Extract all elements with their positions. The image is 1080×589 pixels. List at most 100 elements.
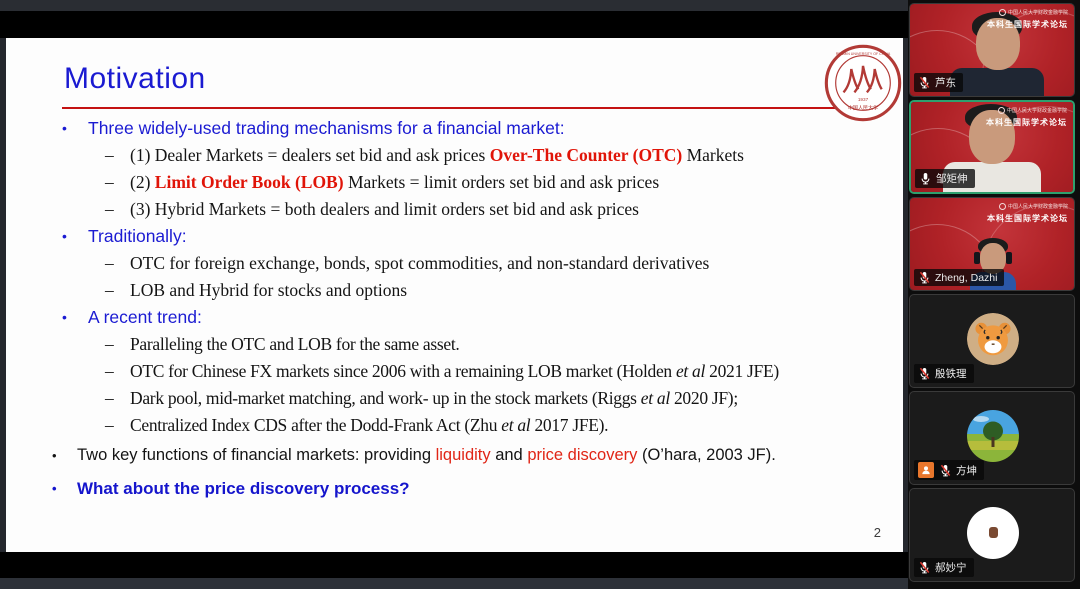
bullet-segment: 2020 JF); bbox=[669, 388, 738, 408]
ruc-mini-logo-icon bbox=[998, 9, 1006, 16]
bullet-line: – (3) Hybrid Markets = both dealers and l… bbox=[6, 196, 903, 223]
participant-tile[interactable]: 中国人民大学财政金融学院本科生国际学术论坛 Zheng, Dazhi bbox=[909, 197, 1075, 291]
participant-tile[interactable]: 中国人民大学财政金融学院 本科生国际学术论坛芦东 bbox=[909, 3, 1075, 97]
participant-name-bar: 方坤 bbox=[914, 460, 984, 480]
mic-muted-icon bbox=[919, 76, 930, 89]
bullet-marker: – bbox=[105, 415, 114, 435]
presentation-slide: Motivation 1937 中国人民大学 RENMIN UNIVERSITY… bbox=[6, 38, 903, 552]
bullet-marker: • bbox=[62, 309, 67, 325]
forum-org-text: 中国人民大学财政金融学院 bbox=[1007, 204, 1068, 210]
bullet-segment: et al bbox=[675, 361, 706, 381]
landscape-avatar-image bbox=[967, 410, 1019, 462]
ruc-mini-logo-icon bbox=[997, 107, 1005, 114]
bullet-segment: 2021 JFE) bbox=[705, 361, 779, 381]
participant-video-figure bbox=[910, 4, 1074, 96]
bullet-segment: Markets bbox=[682, 145, 744, 165]
participant-name: 方坤 bbox=[956, 464, 977, 477]
bullet-segment: and bbox=[490, 446, 528, 464]
bullet-segment: What about the price discovery process? bbox=[77, 479, 410, 498]
bullet-line: – LOB and Hybrid for stocks and options bbox=[6, 277, 903, 304]
letterbox-bottom bbox=[0, 552, 908, 578]
bullet-text: (2) Limit Order Book (LOB) Markets = lim… bbox=[130, 169, 659, 196]
bullet-text: What about the price discovery process? bbox=[77, 475, 410, 502]
forum-org-line: 中国人民大学财政金融学院 bbox=[987, 203, 1068, 210]
forum-title-text: 本科生国际学术论坛 bbox=[987, 20, 1068, 29]
bullet-segment: Dark pool, mid-market matching, and work… bbox=[130, 388, 641, 408]
forum-org-line: 中国人民大学财政金融学院 bbox=[986, 107, 1067, 114]
participant-name: 邹矩伸 bbox=[936, 173, 968, 185]
bottom-strip bbox=[0, 578, 908, 589]
participant-name-bar: Zheng, Dazhi bbox=[914, 269, 1005, 286]
slide-bullets: • Three widely-used trading mechanisms fo… bbox=[6, 115, 903, 502]
bullet-line: – (2) Limit Order Book (LOB) Markets = li… bbox=[6, 169, 903, 196]
bullet-segment: Over-The Counter (OTC) bbox=[489, 145, 683, 165]
bullet-text: OTC for Chinese FX markets since 2006 wi… bbox=[130, 358, 779, 385]
participant-name: Zheng, Dazhi bbox=[935, 271, 998, 284]
bullet-segment: OTC for Chinese FX markets since 2006 wi… bbox=[130, 361, 676, 381]
title-underline bbox=[62, 107, 886, 109]
bullet-segment: price discovery bbox=[527, 446, 638, 464]
slide-page-number: 2 bbox=[873, 525, 881, 540]
bullet-text: (1) Dealer Markets = dealers set bid and… bbox=[130, 142, 744, 169]
forum-title-text: 本科生国际学术论坛 bbox=[986, 118, 1067, 127]
mic-muted-icon bbox=[919, 271, 930, 284]
bullet-text: LOB and Hybrid for stocks and options bbox=[130, 277, 407, 304]
participant-avatar bbox=[967, 410, 1019, 462]
bullet-segment: Traditionally: bbox=[88, 226, 187, 246]
bullet-text: A recent trend: bbox=[88, 304, 202, 331]
bullet-marker: – bbox=[105, 253, 114, 273]
participant-name-bar: 殷铁理 bbox=[914, 364, 974, 383]
bullet-line: – Centralized Index CDS after the Dodd-Fr… bbox=[6, 412, 903, 439]
forum-org-text: 中国人民大学财政金融学院 bbox=[1006, 108, 1067, 114]
bullet-marker: – bbox=[105, 334, 114, 354]
person-icon bbox=[922, 466, 930, 475]
forum-org-line: 中国人民大学财政金融学院 bbox=[987, 9, 1068, 16]
seal-arc-text: RENMIN UNIVERSITY OF CHINA bbox=[836, 52, 891, 56]
bullet-segment: Markets = limit orders set bid and ask p… bbox=[343, 172, 660, 192]
participant-name-bar: 邹矩伸 bbox=[915, 169, 975, 188]
tiger-avatar-image bbox=[967, 313, 1019, 365]
bullet-text: Three widely-used trading mechanisms for… bbox=[88, 115, 565, 142]
bullet-segment: A recent trend: bbox=[88, 307, 202, 327]
bullet-marker: – bbox=[105, 280, 114, 300]
bullet-text: Centralized Index CDS after the Dodd-Fra… bbox=[130, 412, 609, 439]
bullet-text: (3) Hybrid Markets = both dealers and li… bbox=[130, 196, 639, 223]
bullet-segment: Limit Order Book (LOB) bbox=[154, 172, 344, 192]
bullet-marker: – bbox=[105, 172, 114, 192]
bullet-text: Paralleling the OTC and LOB for the same… bbox=[130, 331, 460, 358]
bullet-segment: OTC for foreign exchange, bonds, spot co… bbox=[130, 253, 710, 273]
participant-tile[interactable]: 郝妙宁 bbox=[909, 488, 1075, 582]
bullet-marker: • bbox=[62, 228, 67, 244]
participant-tile[interactable]: 方坤 bbox=[909, 391, 1075, 485]
mic-on-icon bbox=[921, 172, 930, 185]
bullet-marker: • bbox=[62, 120, 67, 136]
bullet-segment: Three widely-used trading mechanisms for… bbox=[88, 118, 565, 138]
bullet-line: – OTC for foreign exchange, bonds, spot c… bbox=[6, 250, 903, 277]
bullet-segment: Two key functions of financial markets: … bbox=[77, 446, 436, 464]
avatar-figure bbox=[989, 527, 998, 538]
participant-tile[interactable]: 中国人民大学财政金融学院本科生国际学术论坛邹矩伸 bbox=[909, 100, 1075, 194]
bullet-segment: LOB and Hybrid for stocks and options bbox=[130, 280, 408, 300]
virtual-background-text: 中国人民大学财政金融学院本科生国际学术论坛 bbox=[987, 203, 1068, 224]
forum-title-text: 本科生国际学术论坛 bbox=[987, 214, 1068, 223]
mic-muted-icon bbox=[940, 464, 951, 476]
bullet-marker: – bbox=[105, 388, 114, 408]
participant-name: 殷铁理 bbox=[935, 368, 967, 380]
bullet-text: Two key functions of financial markets: … bbox=[77, 442, 776, 469]
bullet-line: – Paralleling the OTC and LOB for the sam… bbox=[6, 331, 903, 358]
bullet-line: – Dark pool, mid-market matching, and wor… bbox=[6, 385, 903, 412]
bullet-text: Dark pool, mid-market matching, and work… bbox=[130, 385, 738, 412]
participant-tile[interactable]: 殷铁理 bbox=[909, 294, 1075, 388]
virtual-background-text: 中国人民大学财政金融学院本科生国际学术论坛 bbox=[986, 107, 1067, 128]
letterbox-top bbox=[0, 11, 908, 38]
participant-avatar bbox=[967, 313, 1019, 365]
bullet-segment: (O’hara, 2003 JF). bbox=[637, 446, 776, 464]
bullet-marker: – bbox=[105, 199, 114, 219]
seal-cn-text: 中国人民大学 bbox=[848, 105, 878, 112]
bullet-marker: • bbox=[52, 481, 57, 496]
bullet-marker: • bbox=[52, 448, 57, 463]
mic-muted-icon bbox=[919, 561, 930, 574]
participant-name-bar: 芦东 bbox=[914, 73, 963, 92]
mic-muted-icon bbox=[919, 367, 930, 380]
